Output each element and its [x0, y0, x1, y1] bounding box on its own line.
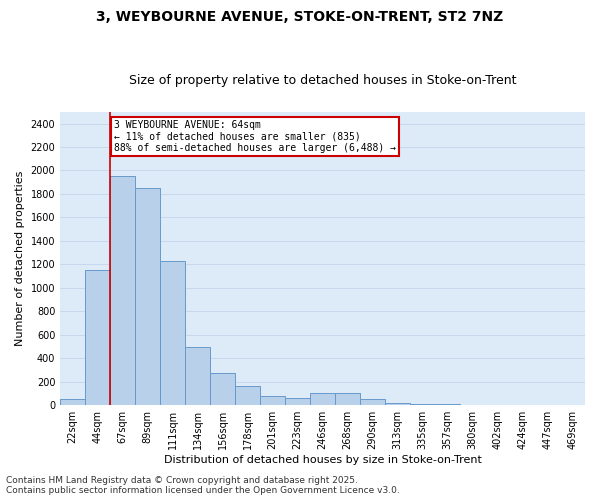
Y-axis label: Number of detached properties: Number of detached properties [15, 171, 25, 346]
Bar [235, 386, 260, 405]
Text: Contains HM Land Registry data © Crown copyright and database right 2025.
Contai: Contains HM Land Registry data © Crown c… [6, 476, 400, 495]
Bar [110, 176, 135, 405]
Bar [185, 346, 210, 405]
Bar [135, 188, 160, 405]
Text: 3, WEYBOURNE AVENUE, STOKE-ON-TRENT, ST2 7NZ: 3, WEYBOURNE AVENUE, STOKE-ON-TRENT, ST2… [97, 10, 503, 24]
Bar [210, 373, 235, 405]
Bar [360, 400, 385, 405]
Title: Size of property relative to detached houses in Stoke-on-Trent: Size of property relative to detached ho… [129, 74, 517, 87]
Text: 3 WEYBOURNE AVENUE: 64sqm
← 11% of detached houses are smaller (835)
88% of semi: 3 WEYBOURNE AVENUE: 64sqm ← 11% of detac… [114, 120, 396, 153]
Bar [485, 404, 510, 405]
Bar [435, 404, 460, 405]
Bar [410, 404, 435, 405]
Bar [285, 398, 310, 405]
Bar [335, 394, 360, 405]
Bar [385, 404, 410, 405]
Bar [60, 400, 85, 405]
Bar [160, 262, 185, 405]
Bar [460, 404, 485, 405]
Bar [260, 396, 285, 405]
X-axis label: Distribution of detached houses by size in Stoke-on-Trent: Distribution of detached houses by size … [164, 455, 482, 465]
Bar [310, 394, 335, 405]
Bar [85, 270, 110, 405]
